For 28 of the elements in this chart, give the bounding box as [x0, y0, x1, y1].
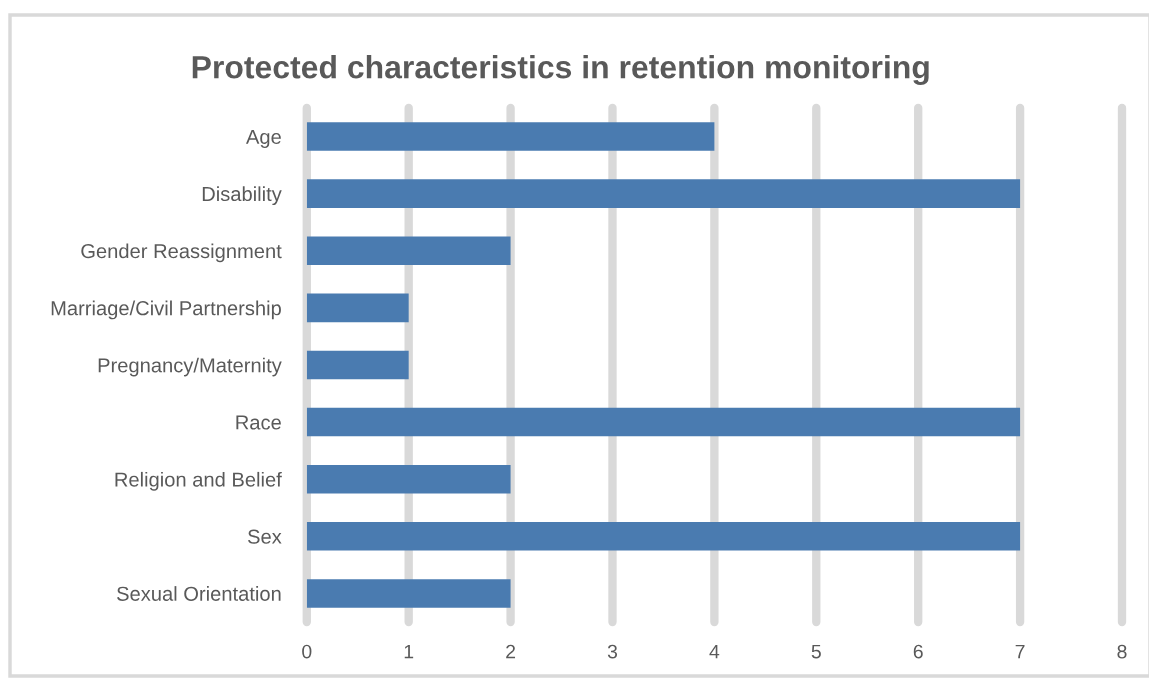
y-tick-label: Age	[245, 129, 281, 148]
bar	[306, 236, 511, 266]
y-tick-label: Pregnancy/Maternity	[98, 357, 282, 377]
x-tick-label: 5	[811, 644, 821, 659]
bar	[306, 293, 409, 323]
x-tick-label: 1	[404, 644, 414, 659]
x-tick-label: 0	[302, 644, 312, 659]
y-tick-label: Sex	[248, 529, 282, 544]
bar	[306, 464, 511, 494]
y-tick-label: Gender Reassignment	[81, 243, 282, 263]
bar	[306, 407, 1021, 437]
bar	[306, 179, 1021, 208]
y-tick-label: Sexual Orientation	[117, 586, 281, 601]
x-tick-label: 3	[607, 644, 618, 659]
bar	[306, 522, 1021, 551]
x-tick-label: 4	[709, 644, 720, 659]
y-tick-label: Religion and Belief	[115, 471, 282, 491]
x-tick-label: 2	[506, 644, 516, 659]
x-tick-label: 6	[913, 644, 923, 659]
bar	[306, 122, 715, 151]
bar	[306, 350, 409, 380]
x-tick-label: 8	[1117, 644, 1127, 659]
y-tick-label: Race	[236, 415, 281, 430]
x-tick-label: 7	[1015, 644, 1025, 659]
chart-title: Protected characteristics in retention monitoring	[192, 55, 929, 85]
y-tick-label: Marriage/Civil Partnership	[51, 300, 281, 320]
y-tick-label: Disability	[202, 186, 282, 206]
bar	[306, 579, 511, 608]
